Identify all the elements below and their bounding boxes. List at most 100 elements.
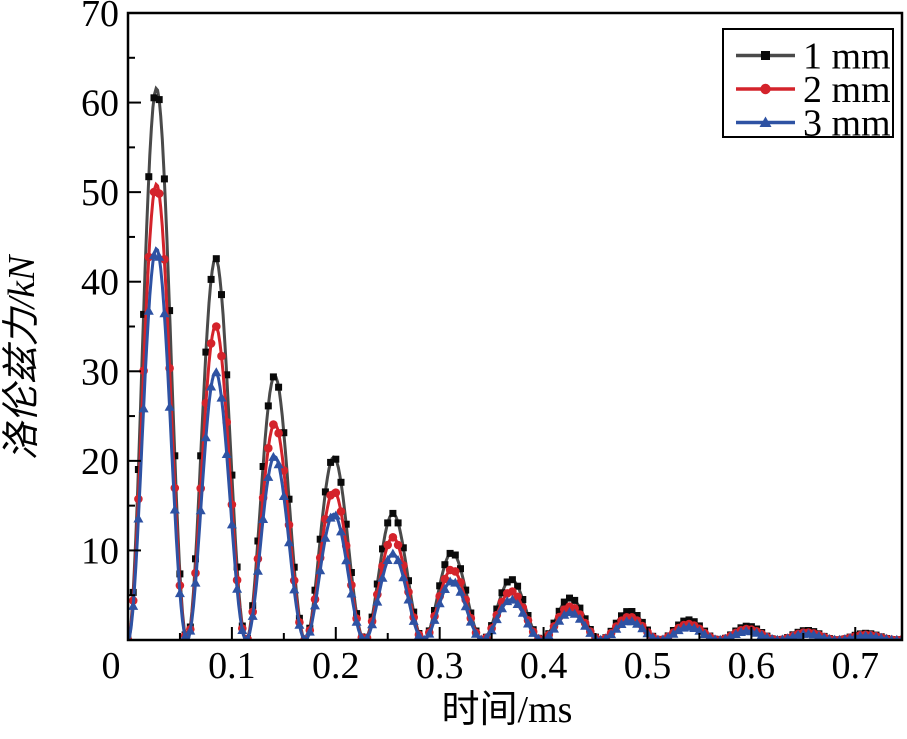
triangle-marker-icon [320, 532, 331, 542]
square-marker-icon [269, 373, 277, 381]
square-marker-icon [524, 612, 532, 619]
triangle-marker-icon [403, 594, 414, 604]
triangle-marker-icon [138, 403, 149, 413]
triangle-marker-icon [301, 634, 308, 640]
triangle-marker-icon [159, 308, 170, 318]
square-marker-icon [623, 608, 631, 616]
triangle-marker-icon [289, 584, 300, 594]
triangle-marker-icon [330, 510, 341, 520]
triangle-marker-icon [174, 588, 185, 598]
legend-box [722, 28, 894, 138]
square-marker-icon [436, 582, 444, 590]
circle-marker-icon [570, 604, 579, 613]
triangle-marker-icon [200, 432, 211, 442]
axis-tick-labels: 0 0.1 0.2 0.3 0.4 0.5 0.6 0.7 10 20 30 40 50 60 70 [81, 0, 879, 687]
triangle-marker-icon [367, 619, 378, 629]
triangle-marker-icon [421, 634, 428, 640]
triangle-marker-icon [232, 583, 243, 593]
circle-marker-icon [393, 540, 403, 550]
square-marker-icon [218, 291, 225, 299]
square-marker-icon [379, 545, 386, 553]
square-marker-icon [259, 463, 267, 470]
triangle-marker-icon [460, 601, 471, 611]
triangle-marker-icon [268, 451, 279, 461]
triangle-marker-icon [751, 627, 762, 637]
triangle-marker-icon [585, 627, 596, 637]
circle-marker-icon [336, 507, 346, 516]
square-marker-icon [451, 551, 459, 559]
circle-marker-icon [508, 587, 517, 596]
legend: 1 mm2 mm3 mm [722, 28, 894, 145]
triangle-marker-icon [705, 632, 715, 640]
triangle-marker-icon [554, 615, 565, 625]
square-marker-icon [332, 455, 340, 463]
square-marker-icon [493, 605, 501, 613]
triangle-marker-icon [310, 600, 320, 610]
triangle-marker-icon [569, 608, 580, 618]
square-marker-icon [264, 402, 272, 410]
triangle-marker-icon [831, 634, 838, 640]
square-marker-icon [207, 275, 215, 283]
square-marker-icon [316, 535, 324, 543]
triangle-marker-icon [689, 623, 700, 632]
square-marker-icon [285, 495, 293, 503]
y-tick-label: 50 [81, 172, 119, 214]
triangle-marker-icon [574, 613, 585, 623]
triangle-marker-icon [659, 634, 667, 640]
triangle-marker-icon [871, 631, 881, 640]
triangle-marker-icon [455, 586, 466, 596]
circle-marker-icon [206, 339, 216, 348]
triangle-marker-icon [779, 634, 786, 640]
square-marker-icon [197, 452, 205, 460]
legend-item-1-mm: 1 mm [736, 36, 891, 78]
triangle-marker-icon [195, 505, 206, 515]
circle-marker-icon [160, 254, 169, 264]
triangle-marker-icon [611, 623, 622, 633]
square-marker-icon [498, 589, 506, 597]
square-marker-icon [275, 383, 283, 391]
circle-marker-icon [144, 252, 154, 262]
triangle-marker-icon [825, 633, 833, 640]
square-marker-icon [150, 94, 158, 102]
triangle-marker-icon [632, 618, 643, 628]
square-marker-icon [342, 520, 350, 528]
y-tick-label: 20 [81, 441, 119, 483]
triangle-marker-icon [185, 625, 196, 635]
triangle-marker-icon [382, 555, 393, 564]
square-marker-icon [508, 576, 516, 584]
circle-marker-icon [217, 351, 226, 361]
triangle-marker-icon [434, 598, 445, 608]
square-marker-icon [576, 604, 584, 612]
square-marker-icon [373, 580, 381, 588]
triangle-marker-icon [768, 634, 776, 640]
square-marker-icon [462, 586, 470, 594]
y-tick-label: 30 [81, 351, 119, 393]
triangle-marker-icon [351, 616, 362, 626]
triangle-marker-icon [626, 616, 637, 626]
x-tick-label: 0 [102, 645, 121, 687]
triangle-marker-icon [882, 633, 890, 640]
triangle-marker-icon [221, 449, 232, 458]
triangle-marker-icon [180, 631, 190, 640]
square-marker-icon [347, 569, 355, 576]
triangle-marker-icon [549, 623, 559, 633]
circle-marker-icon [440, 574, 450, 584]
square-marker-icon [166, 307, 174, 315]
triangle-marker-icon [247, 610, 258, 620]
legend-item-label: 2 mm [803, 69, 891, 111]
x-axis-title: 时间/ms [442, 689, 573, 731]
triangle-marker-icon [534, 633, 542, 640]
square-marker-icon [555, 607, 563, 615]
triangle-marker-icon [699, 629, 710, 639]
triangle-marker-icon [497, 603, 507, 613]
square-marker-icon [514, 582, 522, 590]
triangle-marker-icon [154, 251, 165, 261]
square-marker-icon [321, 488, 329, 496]
square-marker-icon [160, 175, 168, 183]
x-tick-label: 0.1 [208, 645, 256, 687]
square-marker-icon [145, 173, 153, 181]
legend-item-label: 3 mm [803, 103, 891, 145]
triangle-marker-icon [252, 565, 263, 575]
